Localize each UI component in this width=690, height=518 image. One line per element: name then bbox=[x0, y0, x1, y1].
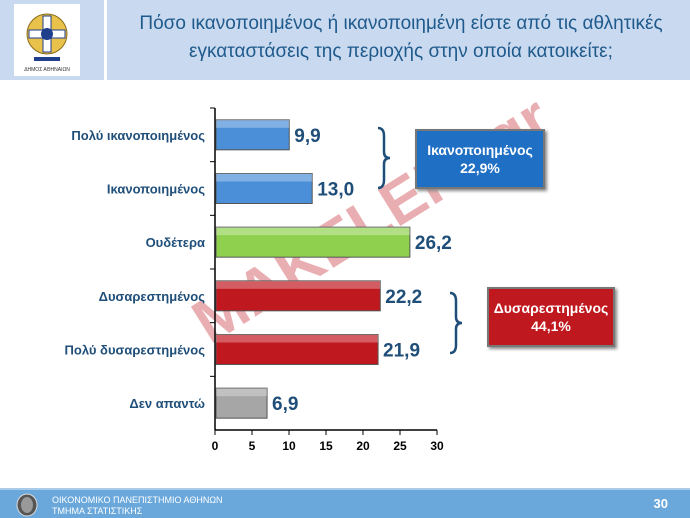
bracket-satisfied bbox=[377, 126, 391, 190]
bar bbox=[215, 173, 313, 204]
title-line-2: εγκαταστάσεις της περιοχής στην οποία κα… bbox=[189, 41, 613, 62]
bar-highlight bbox=[216, 334, 379, 343]
satisfied-label: Ικανοποιημένος bbox=[427, 142, 533, 158]
footer-institution: ΟΙΚΟΝΟΜΙΚΟ ΠΑΝΕΠΙΣΤΗΜΙΟ ΑΘΗΝΩΝ ΤΜΗΜΑ ΣΤΑ… bbox=[52, 495, 223, 517]
bar-highlight bbox=[216, 173, 313, 182]
bar bbox=[215, 280, 381, 312]
logo-area: ΔΗΜΟΣ ΑΘΗΝΑΙΩΝ bbox=[0, 0, 107, 80]
bar-highlight bbox=[216, 388, 268, 397]
x-tick-label: 15 bbox=[319, 439, 333, 453]
satisfied-value: 22,9% bbox=[460, 160, 500, 176]
data-label: 13,0 bbox=[317, 180, 354, 201]
bar bbox=[215, 119, 290, 151]
x-tick-label: 10 bbox=[282, 439, 296, 453]
data-label: 9,9 bbox=[294, 126, 320, 147]
bracket-dissatisfied bbox=[449, 291, 463, 355]
category-label: Πολύ ικανοποιημένος bbox=[71, 128, 205, 143]
footer-line-1: ΟΙΚΟΝΟΜΙΚΟ ΠΑΝΕΠΙΣΤΗΜΙΟ ΑΘΗΝΩΝ bbox=[52, 495, 223, 505]
data-label: 21,9 bbox=[383, 341, 420, 362]
header: ΔΗΜΟΣ ΑΘΗΝΑΙΩΝ Πόσο ικανοποιημένος ή ικα… bbox=[0, 0, 690, 80]
bar bbox=[215, 334, 379, 365]
x-tick-label: 25 bbox=[393, 439, 407, 453]
title-line-1: Πόσο ικανοποιημένος ή ικανοποιημένη είστ… bbox=[139, 13, 663, 34]
page-title: Πόσο ικανοποιημένος ή ικανοποιημένη είστ… bbox=[112, 10, 690, 66]
bar-highlight bbox=[216, 280, 381, 289]
category-label: Ουδέτερα bbox=[146, 235, 205, 250]
svg-text:ΔΗΜΟΣ ΑΘΗΝΑΙΩΝ: ΔΗΜΟΣ ΑΘΗΝΑΙΩΝ bbox=[24, 67, 70, 73]
data-label: 22,2 bbox=[385, 287, 422, 308]
footer-line-2: ΤΜΗΜΑ ΣΤΑΤΙΣΤΙΚΗΣ bbox=[52, 506, 143, 516]
satisfied-summary-box: Ικανοποιημένος 22,9% bbox=[415, 129, 545, 189]
dissatisfied-summary-box: Δυσαρεστημένος 44,1% bbox=[487, 287, 615, 347]
data-label: 6,9 bbox=[272, 394, 298, 415]
dissatisfied-value: 44,1% bbox=[531, 318, 571, 334]
x-tick-label: 20 bbox=[356, 439, 370, 453]
municipality-logo: ΔΗΜΟΣ ΑΘΗΝΑΙΩΝ bbox=[14, 4, 80, 76]
dissatisfied-label: Δυσαρεστημένος bbox=[493, 300, 609, 316]
bar bbox=[215, 387, 268, 419]
data-label: 26,2 bbox=[415, 233, 452, 254]
category-label: Πολύ δυσαρεστημένος bbox=[65, 343, 206, 358]
x-tick-label: 5 bbox=[249, 439, 256, 453]
category-label: Δυσαρεστημένος bbox=[99, 289, 206, 304]
x-tick-label: 30 bbox=[430, 439, 444, 453]
footer: ΟΙΚΟΝΟΜΙΚΟ ΠΑΝΕΠΙΣΤΗΜΙΟ ΑΘΗΝΩΝ ΤΜΗΜΑ ΣΤΑ… bbox=[0, 488, 690, 518]
bar-highlight bbox=[216, 119, 290, 128]
university-logo bbox=[16, 493, 38, 517]
page-number: 30 bbox=[653, 496, 668, 511]
bar bbox=[215, 226, 411, 258]
bar-chart: MAKELEIO.gr 0 5 10 15 20 25 30 Πολύ ικανοποιημ… bbox=[65, 83, 563, 453]
bar-highlight bbox=[216, 227, 410, 236]
category-label: Δεν απαντώ bbox=[129, 396, 205, 411]
category-label: Ικανοποιημένος bbox=[107, 182, 205, 197]
x-tick-label: 0 bbox=[212, 439, 219, 453]
